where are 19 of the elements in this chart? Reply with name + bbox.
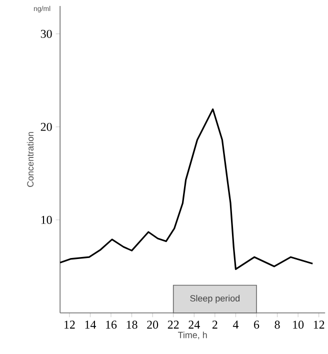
band-label: Sleep period [190, 294, 240, 304]
y-axis-title: Concentration [26, 132, 34, 187]
x-tick-label: 24 [188, 320, 200, 329]
x-tick-label: 14 [85, 320, 96, 329]
x-tick-label: 12 [314, 320, 324, 329]
x-tick-label: 8 [274, 320, 280, 329]
x-tick-label: 4 [232, 320, 239, 329]
x-axis-title: Time, h [178, 332, 207, 340]
x-tick-label: 18 [126, 320, 138, 329]
y-tick-label: 30 [40, 30, 52, 38]
x-tick-label: 22 [168, 320, 179, 329]
x-tick-label: 2 [212, 320, 218, 329]
x-tick-label: 20 [147, 320, 158, 329]
x-tick-label: 10 [293, 320, 304, 329]
x-tick-label: 6 [254, 320, 260, 329]
y-tick-label: 20 [40, 122, 52, 131]
x-tick-label: 12 [64, 320, 75, 329]
y-tick-label: 10 [41, 216, 52, 224]
x-tick-label: 16 [106, 320, 117, 329]
